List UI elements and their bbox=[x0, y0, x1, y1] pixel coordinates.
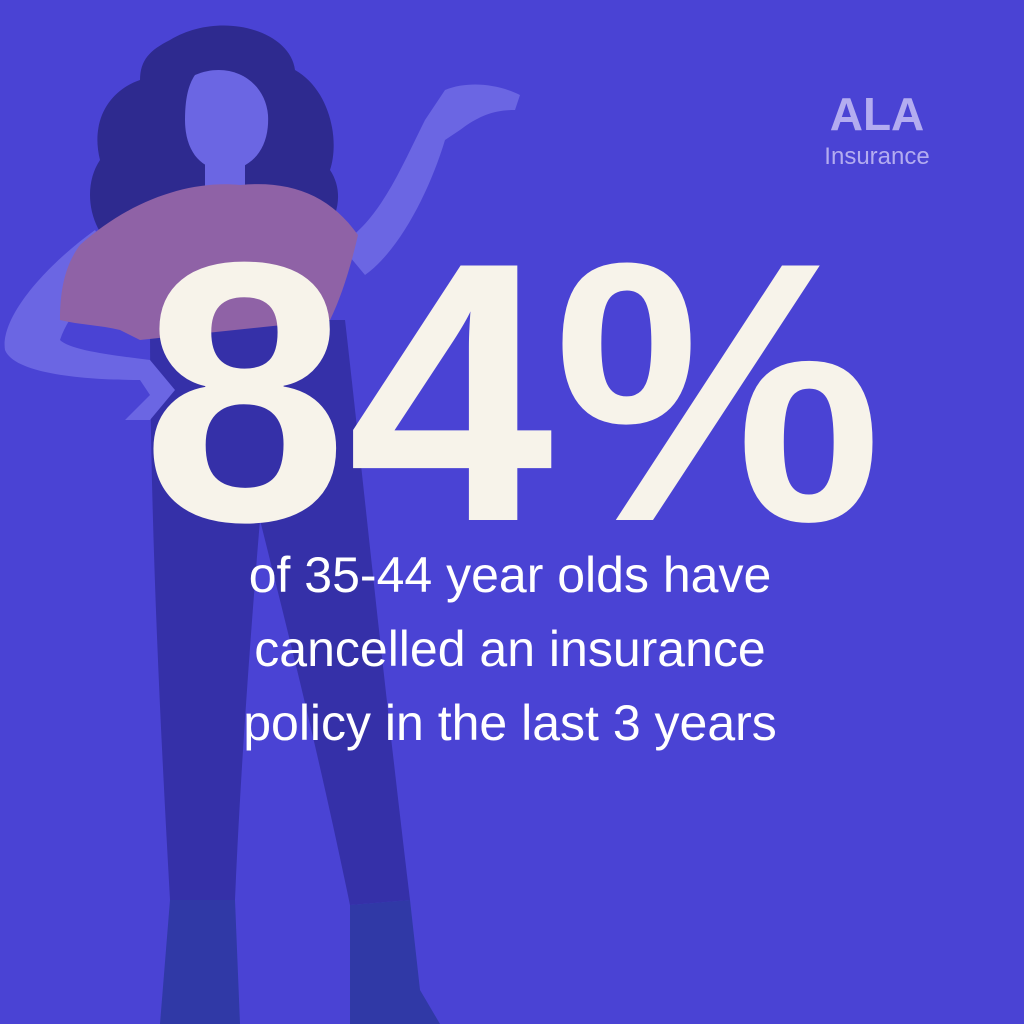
caption-line: policy in the last 3 years bbox=[243, 695, 777, 751]
brand-tagline: Insurance bbox=[824, 143, 929, 170]
brand-name: ALA bbox=[830, 88, 925, 140]
caption-line: of 35-44 year olds have bbox=[249, 547, 772, 603]
illustration bbox=[4, 25, 520, 1024]
headline-stat: 84% bbox=[142, 186, 883, 599]
caption-line: cancelled an insurance bbox=[254, 621, 765, 677]
